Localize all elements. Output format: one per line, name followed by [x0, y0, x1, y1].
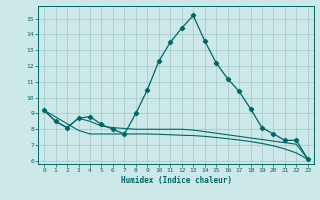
X-axis label: Humidex (Indice chaleur): Humidex (Indice chaleur)	[121, 176, 231, 185]
